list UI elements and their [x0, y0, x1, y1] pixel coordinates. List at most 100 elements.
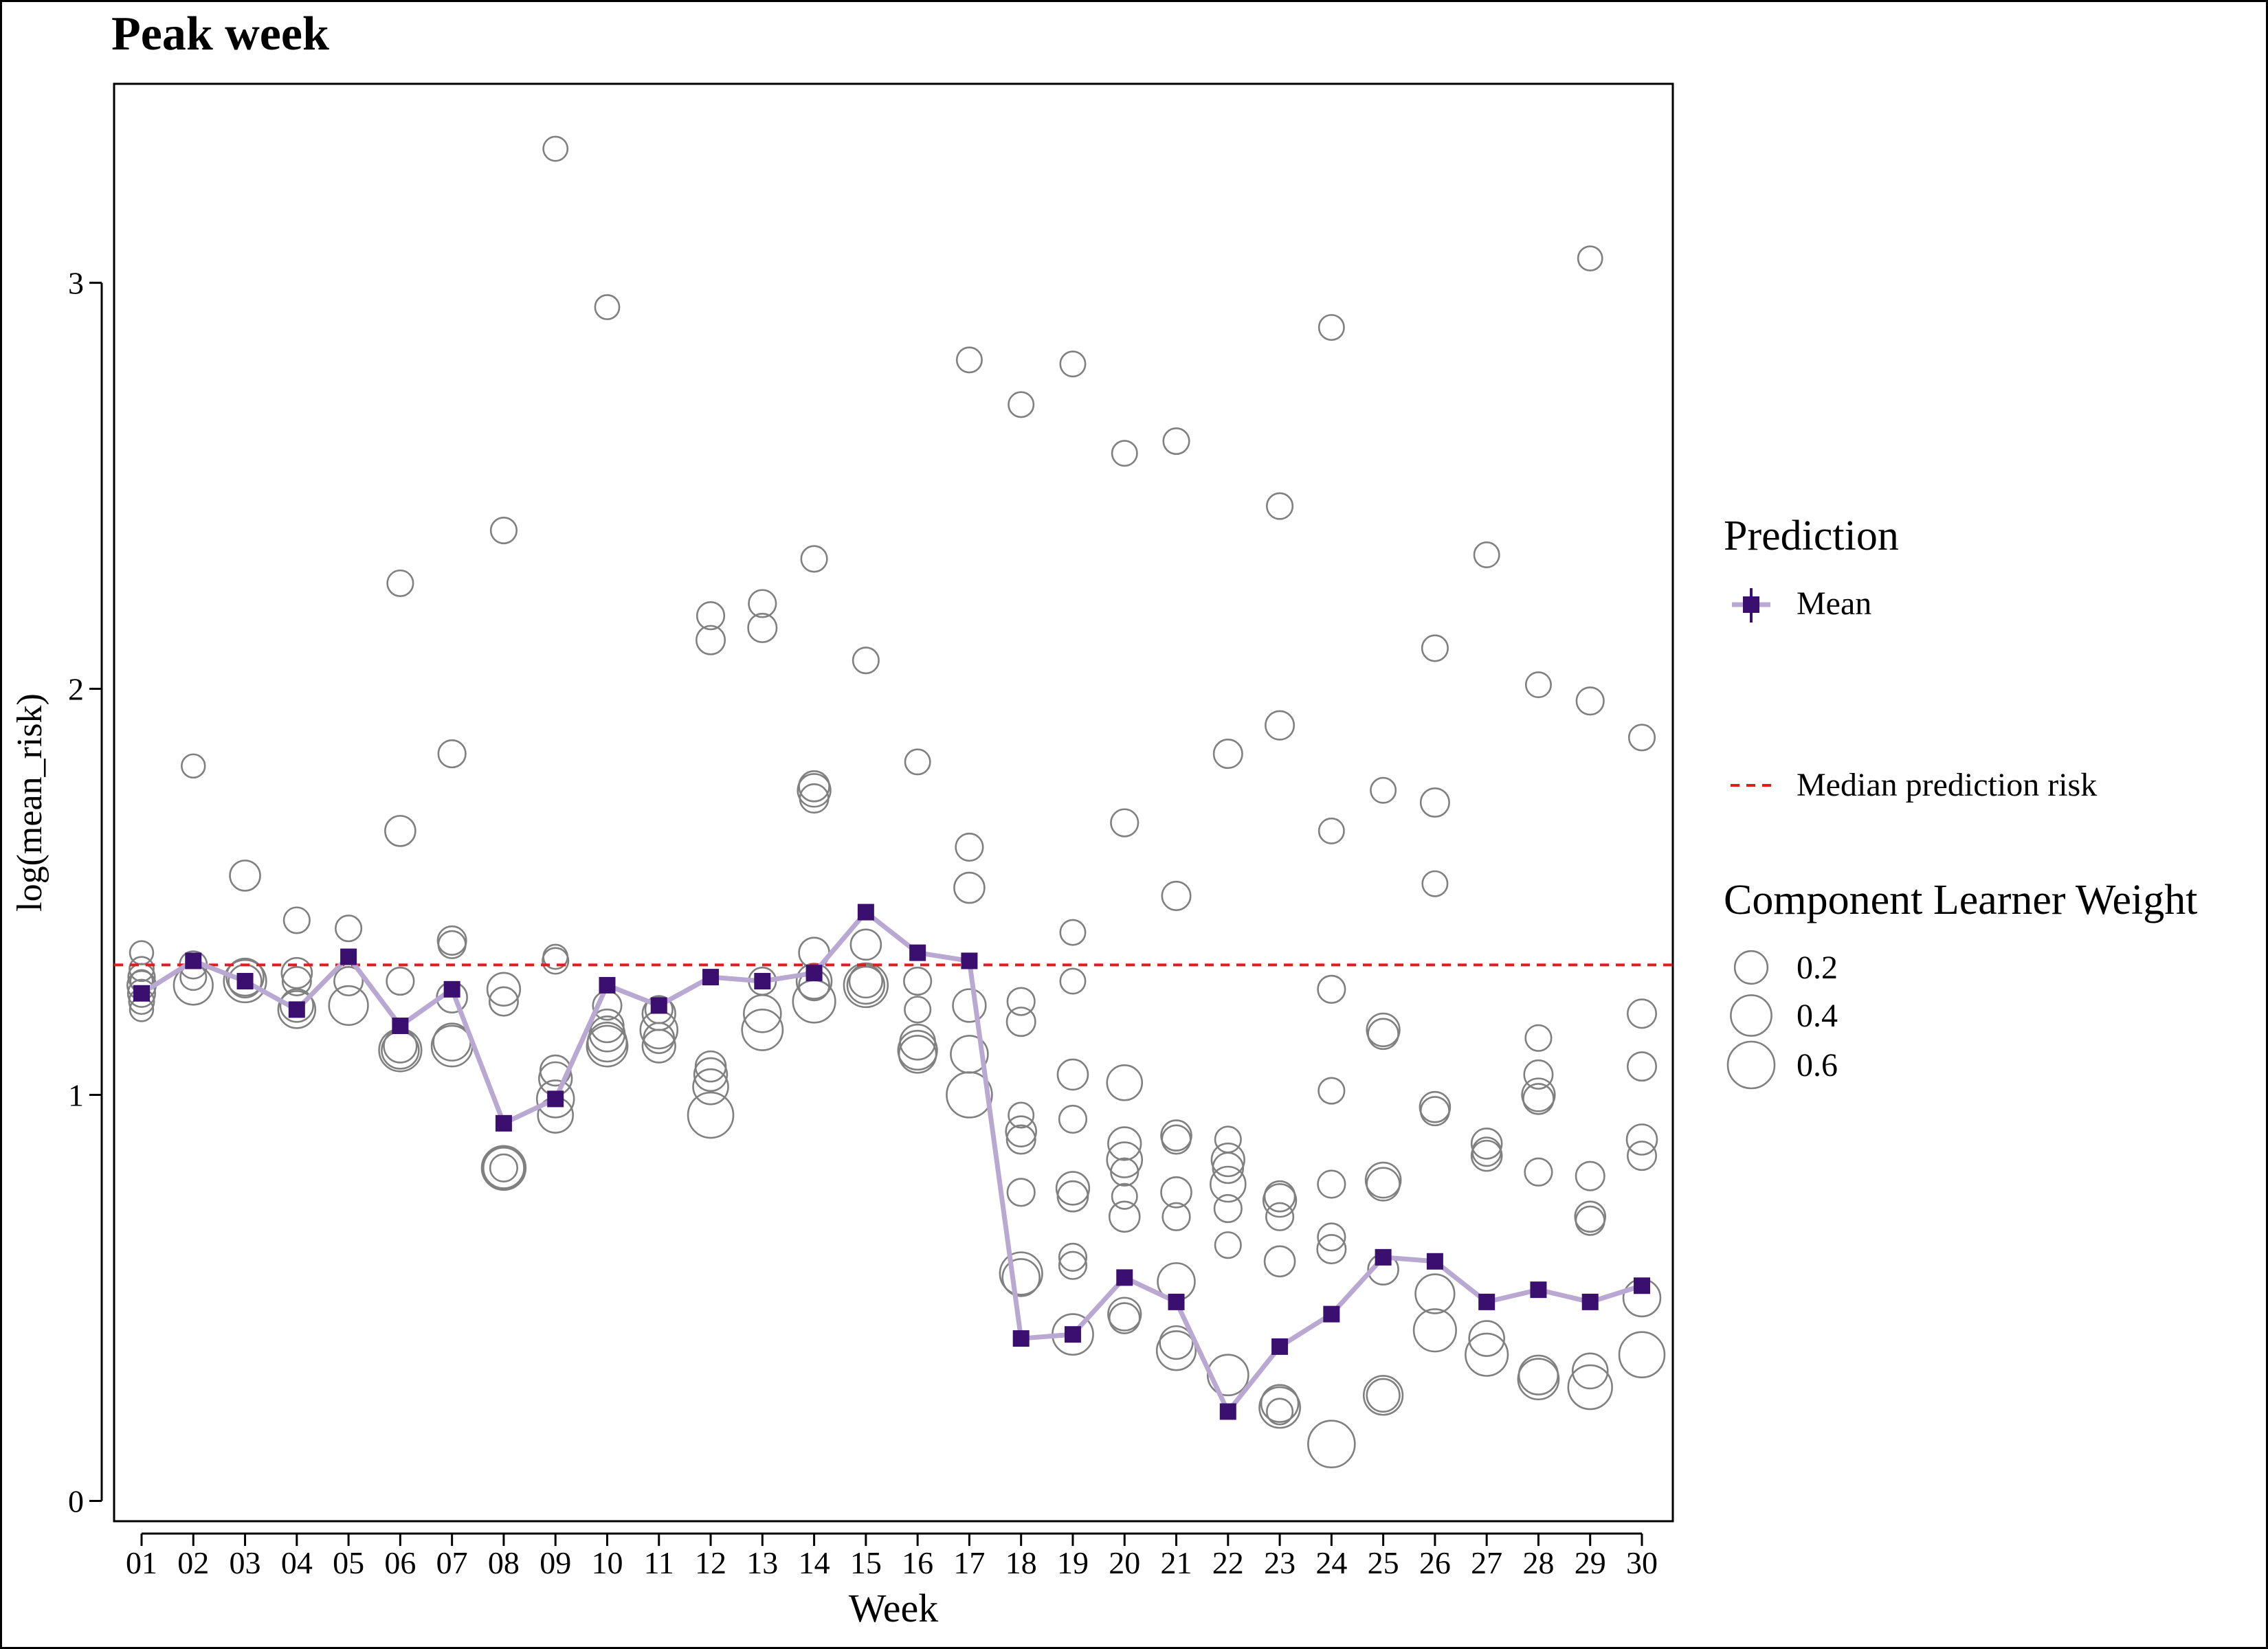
component-point	[1317, 1222, 1346, 1252]
component-point	[384, 815, 416, 847]
component-point	[1366, 1012, 1401, 1048]
x-tick-label: 29	[1575, 1545, 1606, 1580]
component-point	[1056, 1180, 1089, 1213]
component-point	[1162, 427, 1190, 456]
component-point	[955, 346, 983, 374]
component-point	[279, 988, 314, 1023]
x-tick-label: 20	[1109, 1545, 1140, 1580]
component-point	[333, 965, 364, 997]
component-point	[747, 612, 778, 643]
component-point	[1265, 710, 1296, 741]
x-tick-label: 12	[695, 1545, 726, 1580]
component-point	[386, 966, 415, 996]
component-point	[904, 996, 932, 1024]
component-point	[687, 1091, 735, 1139]
x-tick-label: 09	[540, 1545, 571, 1580]
component-point	[846, 965, 886, 1005]
component-point	[1571, 1352, 1609, 1390]
x-tick-label: 19	[1057, 1545, 1089, 1580]
component-point	[955, 832, 984, 862]
component-point	[1161, 880, 1192, 911]
component-point	[1419, 1096, 1450, 1127]
component-point	[1214, 1231, 1242, 1259]
component-point	[693, 1057, 729, 1092]
component-point	[437, 930, 467, 959]
component-point	[1421, 870, 1449, 897]
component-point	[1575, 1205, 1605, 1236]
component-point	[799, 783, 830, 814]
component-point	[1058, 1242, 1088, 1272]
mean-line	[140, 910, 1643, 1414]
component-point	[1626, 1051, 1658, 1082]
component-point	[1522, 1083, 1555, 1115]
legend-median-label: Median prediction risk	[1797, 767, 2097, 803]
component-point	[1524, 1157, 1553, 1187]
component-point	[1626, 998, 1658, 1029]
mean-marker	[961, 952, 978, 969]
component-point	[1524, 671, 1552, 699]
component-point	[1111, 440, 1138, 467]
x-tick-label: 22	[1212, 1545, 1244, 1580]
mean-marker	[1375, 1248, 1392, 1266]
mean-marker	[185, 952, 202, 969]
legend-weight-keys: 0.2 0.4 0.6	[1726, 950, 1838, 1090]
mean-marker	[236, 973, 254, 990]
component-point	[1468, 1320, 1505, 1357]
legend-mean-marker	[1743, 596, 1759, 613]
component-point	[1214, 1125, 1242, 1154]
component-point	[1059, 967, 1087, 995]
component-point	[1517, 1358, 1560, 1401]
x-tick-label: 28	[1522, 1545, 1554, 1580]
x-tick-label: 15	[850, 1545, 882, 1580]
x-tick-label: 30	[1626, 1545, 1658, 1580]
x-tick-label: 10	[591, 1545, 623, 1580]
component-point	[282, 906, 311, 934]
component-point	[1160, 1119, 1192, 1152]
mean-marker	[1478, 1293, 1496, 1310]
component-point	[126, 978, 157, 1008]
component-point	[223, 958, 267, 1004]
component-point	[1517, 1354, 1559, 1395]
component-point	[792, 979, 836, 1024]
mean-marker	[1168, 1293, 1185, 1310]
component-point	[586, 1024, 629, 1068]
component-point	[1317, 974, 1346, 1004]
component-point	[1160, 1176, 1192, 1209]
component-point	[1367, 1018, 1399, 1051]
component-point	[1107, 1297, 1142, 1332]
component-point	[1006, 1178, 1036, 1207]
mean-marker	[857, 904, 874, 921]
component-point	[1161, 1124, 1192, 1155]
component-point	[644, 995, 674, 1024]
legend: Prediction Mean Median prediction risk C…	[1724, 513, 2197, 1090]
mean-marker	[599, 976, 616, 994]
mean-marker	[754, 973, 771, 990]
component-point	[1626, 1141, 1658, 1171]
component-point	[229, 860, 261, 892]
component-point	[952, 988, 987, 1023]
mean-marker	[1323, 1305, 1340, 1323]
mean-marker	[443, 980, 460, 998]
x-tick-label: 24	[1315, 1545, 1347, 1580]
component-point	[1210, 1165, 1247, 1203]
component-point	[1206, 1354, 1249, 1397]
component-point	[903, 966, 933, 996]
component-point	[1473, 541, 1500, 569]
component-point	[1421, 634, 1449, 662]
component-point	[1058, 1250, 1088, 1280]
component-point	[1262, 1182, 1298, 1218]
component-point	[1627, 723, 1656, 752]
component-point	[1058, 1104, 1088, 1134]
y-tick-label: 1	[68, 1077, 84, 1112]
component-point	[1212, 739, 1243, 770]
component-point	[1008, 1101, 1035, 1129]
component-point	[1059, 919, 1087, 946]
component-point	[378, 1028, 423, 1073]
component-point	[1006, 987, 1036, 1016]
component-point	[1366, 1167, 1401, 1202]
component-point	[1362, 1375, 1404, 1416]
component-point	[1419, 1090, 1452, 1123]
mean-marker	[547, 1090, 564, 1108]
component-point	[1155, 1330, 1197, 1371]
